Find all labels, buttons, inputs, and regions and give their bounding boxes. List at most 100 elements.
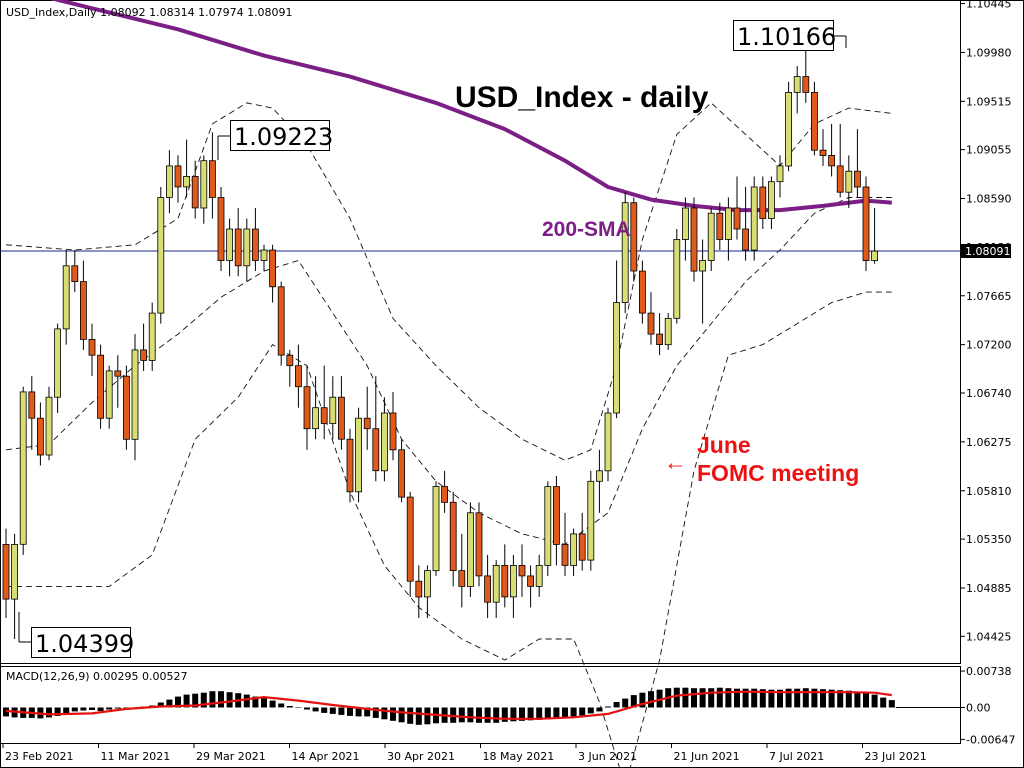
candle — [329, 376, 337, 440]
price-tick-label: 1.06740 — [966, 387, 1012, 400]
price-tick-label: 1.09515 — [966, 95, 1012, 108]
candle — [11, 533, 19, 639]
macd-bar — [71, 707, 78, 712]
macd-info: MACD(12,26,9) 0.00295 0.00527 — [6, 670, 188, 683]
candle — [114, 355, 122, 408]
macd-bar — [175, 696, 181, 708]
candle — [312, 376, 320, 440]
candle-body — [441, 486, 449, 503]
macd-bar — [811, 688, 818, 708]
candle-body — [527, 575, 534, 587]
macd-bar — [691, 688, 697, 708]
price-tick-label: 1.09980 — [966, 46, 1012, 59]
candle-body — [733, 207, 741, 230]
price-tick-label: 1.04425 — [966, 630, 1012, 643]
candle — [664, 313, 672, 350]
candle-body — [260, 249, 268, 261]
candle — [337, 376, 345, 450]
macd-bar — [476, 707, 482, 723]
candle — [37, 402, 44, 466]
candle — [484, 554, 492, 618]
macd-bar — [570, 707, 577, 717]
date-axis: 23 Feb 2021 11 Mar 2021 29 Mar 2021 14 Apr … — [2, 744, 927, 763]
candle — [690, 197, 698, 282]
candle-body — [114, 370, 122, 377]
candle — [174, 155, 182, 203]
macd-bar — [218, 691, 224, 708]
candle-body — [234, 228, 242, 267]
candle — [596, 449, 603, 513]
macd-bar — [484, 707, 491, 723]
macd-signal-path — [5, 690, 892, 720]
macd-bar — [192, 693, 199, 708]
candle — [269, 244, 277, 303]
macd-bar — [845, 690, 852, 708]
macd-bar — [510, 707, 517, 722]
candle-body — [776, 165, 784, 183]
candle — [475, 502, 483, 587]
candle-body — [140, 349, 148, 361]
candle-body — [759, 186, 767, 219]
candle-body — [647, 312, 655, 335]
candle — [466, 502, 474, 597]
candle-body — [406, 496, 414, 582]
candle-body — [802, 76, 810, 93]
macd-bar — [226, 692, 233, 708]
macd-bar — [493, 707, 500, 723]
price-axis: 1.104451.099801.095151.090551.085901.081… — [961, 0, 1012, 643]
candle-body — [337, 396, 345, 440]
candle-body — [561, 544, 569, 566]
candle-body — [553, 486, 560, 545]
macd-bar — [355, 707, 362, 717]
macd-bar — [630, 695, 637, 708]
macd-bar — [562, 707, 568, 718]
candle-body — [630, 202, 638, 272]
candle — [458, 533, 466, 608]
macd-bar — [501, 707, 508, 722]
macd-bar — [89, 707, 95, 710]
candle — [811, 81, 818, 156]
date-tick-label: 23 Feb 2021 — [5, 750, 73, 763]
macd-bar — [794, 688, 801, 708]
macd-bar — [209, 691, 216, 708]
candle-body — [725, 207, 732, 240]
macd-bar — [544, 707, 551, 720]
macd-bar — [802, 688, 809, 708]
date-tick-label: 21 Jun 2021 — [674, 750, 740, 763]
candle-body — [45, 396, 53, 456]
macd-bar — [243, 694, 250, 708]
macd-bar — [639, 692, 646, 708]
candle — [647, 292, 655, 345]
date-tick-label: 11 Mar 2021 — [101, 750, 171, 763]
macd-bar — [415, 707, 422, 725]
macd-bar — [183, 694, 190, 708]
macd-bar — [648, 691, 654, 708]
candle-body — [596, 470, 603, 482]
candle-body — [389, 412, 397, 451]
macd-bar — [424, 707, 431, 725]
macd-bar — [759, 689, 766, 708]
candle — [707, 207, 715, 272]
macd-bar — [364, 707, 371, 717]
macd-bar — [768, 689, 775, 708]
date-tick-label: 30 Apr 2021 — [387, 750, 455, 763]
candle — [793, 66, 801, 114]
candle — [544, 481, 552, 576]
candle-body — [862, 186, 870, 261]
macd-bar — [682, 687, 689, 708]
candle-body — [750, 186, 758, 251]
candle — [725, 197, 732, 261]
macd-tick-label: 0.00 — [966, 702, 991, 715]
callout-low-1-value: 1.04399 — [35, 630, 134, 658]
candle — [854, 129, 861, 198]
macd-bar — [80, 707, 87, 711]
current-price-value: 1.08091 — [965, 245, 1011, 258]
candle — [733, 176, 741, 240]
macd-bar — [863, 693, 869, 708]
candle — [398, 439, 406, 503]
macd-bar — [579, 707, 586, 716]
candle-body — [484, 575, 492, 603]
candle-body — [544, 486, 552, 566]
candle — [699, 239, 706, 324]
